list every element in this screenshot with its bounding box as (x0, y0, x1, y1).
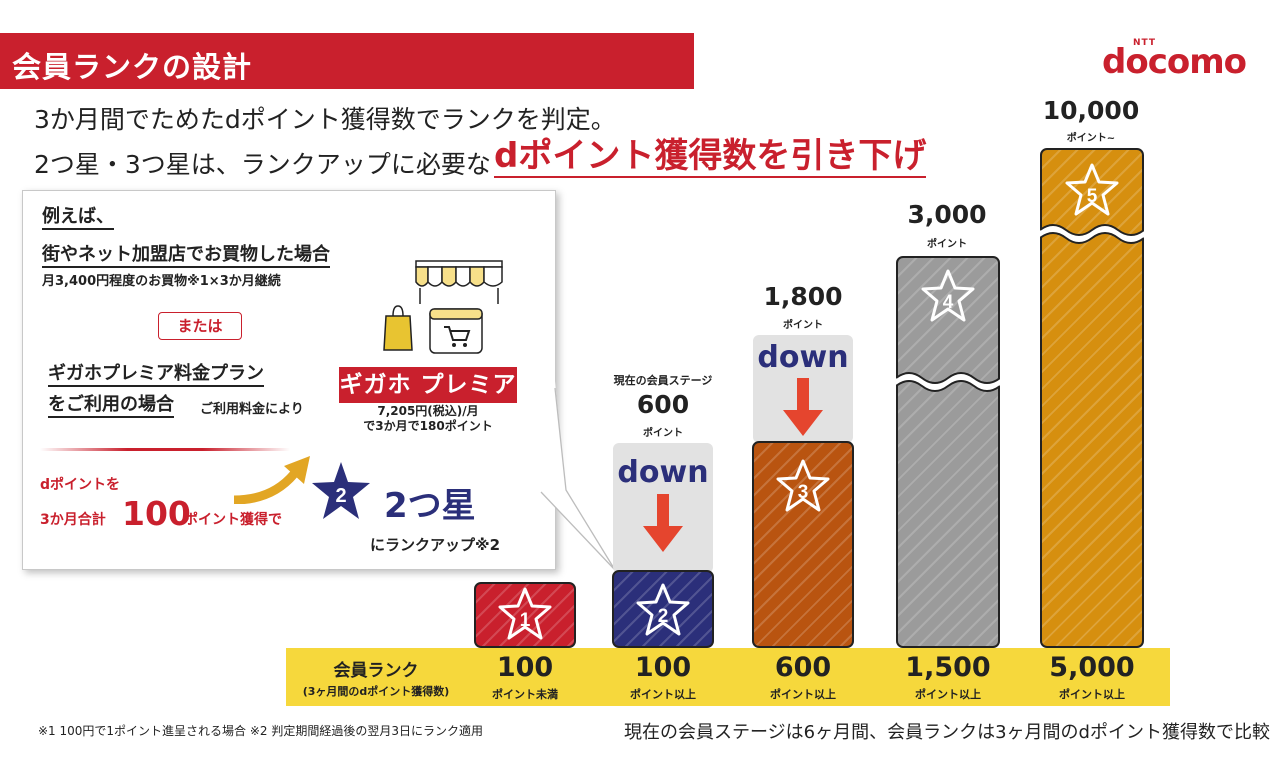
rank4-threshold-unit: ポイント以上 (915, 688, 981, 701)
rank2-down-arrow-icon (643, 494, 683, 552)
shopping-bag-icon (383, 305, 413, 351)
cart-screen-icon (429, 308, 483, 354)
page-title: 会員ランクの設計 (12, 50, 253, 84)
shop-case-detail: 月3,400円程度のお買物※1×3か月継続 (42, 274, 281, 289)
lead-line-2: 2つ星・3つ星は、ランクアップに必要な (34, 150, 491, 179)
two-star-result: 2つ星 (384, 486, 476, 526)
lead-line-1: 3か月間でためたdポイント獲得数でランクを判定。 (34, 105, 616, 134)
rank2-threshold-value: 100 (634, 652, 692, 683)
rank3-down-label: down (757, 340, 849, 375)
band-title: 会員ランク (333, 661, 419, 681)
callout-tail-fill (540, 381, 616, 571)
or-badge: または (158, 312, 242, 340)
rank3-old-unit: ポイント (783, 320, 823, 331)
rank2-threshold-unit: ポイント以上 (630, 688, 696, 701)
rank3-threshold-value: 600 (774, 652, 832, 683)
rank5-threshold-unit: ポイント以上 (1059, 688, 1125, 701)
dpoint-text-2: 3か月合計 (40, 512, 106, 528)
rank4-threshold-value: 1,500 (905, 652, 991, 683)
dpoint-amount: 100 (122, 494, 191, 533)
rank4-star-icon: 4 (921, 269, 975, 322)
rank3-star-icon: 3 (776, 459, 830, 512)
svg-text:5: 5 (1087, 186, 1098, 207)
rank3-old-value: 1,800 (763, 282, 843, 311)
rank2-old-unit: ポイント (643, 428, 683, 439)
rank5-threshold-value: 5,000 (1049, 652, 1135, 683)
giga-case-title-2: をご利用の場合 (48, 394, 174, 418)
threshold-band (286, 648, 1170, 706)
logo-ntt-text: NTT (1133, 38, 1157, 48)
footnote-right: 現在の会員ステージは6ヶ月間、会員ランクは3ヶ月間のdポイント獲得数で比較 (624, 722, 1270, 743)
rank1-threshold-unit: ポイント未満 (492, 688, 558, 701)
rank2-star-icon: 2 (636, 583, 690, 636)
dpoint-text-1: dポイントを (40, 477, 121, 493)
rank5-old-unit: ポイント~ (1066, 133, 1116, 144)
title-banner (0, 33, 694, 89)
rank4-old-value: 3,000 (907, 200, 987, 229)
rank4-break-mark (896, 372, 1000, 392)
rank3-down-arrow-icon (783, 378, 823, 436)
rank2-down-label: down (617, 455, 709, 490)
footnote-left: ※1 100円で1ポイント進呈される場合 ※2 判定期間経過後の翌月3日にランク… (38, 724, 483, 738)
rank5-old-value: 10,000 (1042, 96, 1140, 125)
svg-text:2: 2 (335, 485, 346, 507)
svg-text:4: 4 (943, 292, 954, 313)
curved-arrow-icon (233, 456, 310, 504)
rank5-star-icon: 5 (1065, 163, 1119, 216)
current-stage-label: 現在の会員ステージ (613, 374, 713, 387)
rank4-old-unit: ポイント (927, 239, 967, 250)
star-2-icon: 2 (312, 462, 370, 519)
dpoint-text-3: ポイント獲得で (184, 512, 282, 528)
giga-premier-logo: ギガホ プレミア (339, 367, 517, 403)
rank1-star-icon: 1 (498, 587, 552, 640)
giga-case-title-1: ギガホプレミア料金プラン (48, 363, 264, 387)
docomo-logo: NTT docomo (1102, 38, 1262, 82)
rank3-bar (752, 441, 854, 648)
divider-line (40, 448, 290, 451)
rank3-threshold-unit: ポイント以上 (770, 688, 836, 701)
shop-awning-icon (415, 260, 503, 304)
example-heading: 例えば、 (42, 206, 114, 230)
rank1-bar (474, 582, 576, 648)
rank1-threshold-value: 100 (496, 652, 554, 683)
giga-premier-price: 7,205円(税込)/月 で3か月で180ポイント (339, 404, 517, 436)
svg-text:1: 1 (520, 610, 531, 631)
svg-text:3: 3 (798, 482, 809, 503)
logo-brand-text: docomo (1102, 42, 1247, 82)
rank5-break-mark (1040, 224, 1144, 244)
band-subtitle: (3ヶ月間のdポイント獲得数) (302, 685, 450, 698)
rank4-bar (896, 256, 1000, 648)
lead-highlight: dポイント獲得数を引き下げ (494, 136, 927, 178)
rankup-text: にランクアップ※2 (370, 536, 501, 554)
shop-case-title: 街やネット加盟店でお買物した場合 (42, 244, 330, 268)
svg-text:2: 2 (658, 606, 669, 627)
giga-case-note: ご利用料金により (200, 402, 304, 417)
rank2-old-value: 600 (636, 390, 690, 419)
